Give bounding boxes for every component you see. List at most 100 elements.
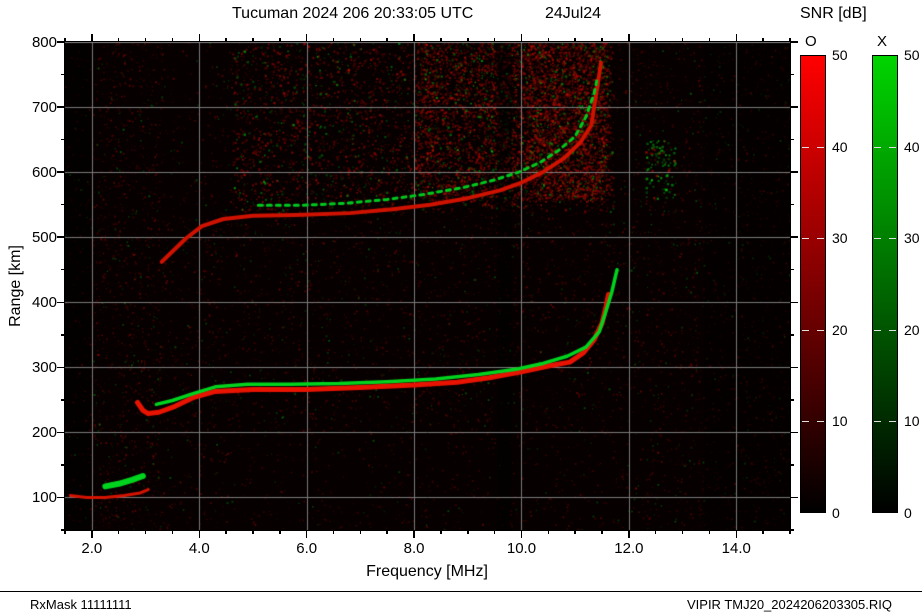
snr-colorbar-title: SNR [dB]: [800, 5, 867, 22]
x-axis-tick: [386, 530, 388, 534]
x-axis-tick: [520, 34, 523, 42]
x-axis-tick: [171, 530, 174, 534]
x-axis-tick: [64, 38, 66, 42]
data-file-label: VIPIR TMJ20_2024206203305.RIQ: [686, 597, 892, 612]
x-axis-tick: [628, 34, 630, 42]
y-tick-label: 500: [31, 229, 57, 247]
colorbar-tick-label: 0: [832, 505, 840, 521]
o-mode-label: O: [805, 33, 817, 50]
x-colorbar-gradient: [872, 55, 898, 513]
x-axis-tick: [198, 530, 200, 538]
y-axis-tick: [61, 399, 65, 401]
o-colorbar-gradient: [800, 55, 826, 513]
x-tick-label: 8.0: [403, 540, 425, 557]
y-tick-label: 700: [31, 99, 57, 117]
y-axis-tick: [790, 529, 794, 531]
x-axis-tick: [762, 530, 764, 534]
colorbar-tick-label: 40: [904, 138, 920, 155]
footer-divider: [0, 591, 922, 592]
colorbar-tick-label: 10: [832, 413, 848, 430]
x-axis-tick: [574, 530, 576, 534]
y-axis-tick: [57, 171, 65, 173]
y-tick-label: 300: [31, 359, 57, 377]
colorbar-tick-dash: [889, 329, 896, 331]
y-axis-tick: [790, 431, 798, 434]
x-axis-tick: [574, 38, 576, 42]
colorbar-tick-dash: [874, 329, 881, 331]
x-axis-tick: [359, 530, 362, 534]
x-axis-tick: [789, 38, 791, 42]
colorbar-tick-label: 20: [832, 321, 848, 338]
x-axis-tick: [386, 38, 388, 42]
x-axis-tick: [467, 530, 469, 534]
y-axis-tick: [790, 464, 794, 466]
x-axis-tick: [305, 530, 308, 538]
station-datetime-title: Tucuman 2024 206 20:33:05 UTC: [232, 5, 474, 22]
y-axis-tick: [790, 366, 798, 369]
colorbar-tick-dash: [817, 238, 824, 240]
colorbar-tick-dash: [889, 421, 896, 423]
ionogram-plot-area: [64, 41, 791, 531]
y-axis-tick: [57, 366, 65, 369]
x-tick-label: 2.0: [81, 540, 103, 557]
colorbar-tick-dash: [889, 146, 896, 148]
x-axis-tick: [493, 38, 496, 42]
x-axis-tick: [413, 34, 415, 42]
x-axis-tick: [359, 38, 362, 42]
x-axis-tick: [467, 38, 469, 42]
y-axis-tick: [790, 73, 794, 76]
y-axis-tick: [57, 106, 65, 108]
x-axis-tick: [279, 530, 281, 534]
colorbar-tick-dash: [802, 329, 809, 331]
colorbar-tick-label: 10: [904, 413, 920, 430]
y-axis-tick: [790, 334, 794, 336]
x-axis-tick: [225, 38, 227, 42]
colorbar-tick-label: 50: [904, 47, 920, 63]
y-axis-label: Range [km]: [7, 245, 24, 327]
y-tick-label: 800: [31, 34, 57, 51]
y-axis-tick: [57, 496, 65, 499]
y-axis-tick: [61, 73, 65, 76]
y-axis-tick: [790, 301, 798, 304]
x-axis-tick: [654, 38, 657, 42]
y-axis-tick: [57, 301, 65, 304]
colorbar-tick-dash: [802, 146, 809, 148]
y-tick-label: 100: [31, 489, 57, 507]
x-axis-tick: [493, 530, 496, 534]
x-axis-tick: [547, 38, 550, 42]
y-tick-label: 400: [31, 294, 57, 312]
x-tick-label: 12.0: [614, 540, 644, 557]
x-axis-tick: [332, 530, 335, 534]
x-axis-label: Frequency [MHz]: [366, 563, 488, 580]
y-axis-tick: [61, 203, 65, 206]
y-axis-tick: [790, 171, 798, 173]
y-axis-tick: [790, 41, 798, 43]
y-axis-tick: [61, 138, 65, 141]
y-axis-tick: [790, 106, 798, 108]
date-label: 24Jul24: [545, 5, 602, 22]
y-axis-tick: [57, 236, 65, 238]
y-axis-tick: [790, 399, 794, 401]
x-axis-tick: [332, 38, 335, 42]
x-axis-tick: [225, 530, 227, 534]
y-axis-tick: [790, 138, 794, 141]
colorbar-tick-label: 20: [904, 321, 920, 338]
x-axis-tick: [601, 38, 603, 42]
y-axis-tick: [57, 41, 65, 43]
y-axis-tick: [61, 334, 65, 336]
x-axis-tick: [735, 530, 738, 538]
x-axis-tick: [144, 530, 147, 534]
x-axis-tick: [735, 34, 738, 42]
y-axis-tick: [790, 268, 794, 271]
x-axis-tick: [440, 530, 442, 534]
x-tick-label: 10.0: [506, 540, 537, 557]
x-mode-label: X: [877, 33, 888, 50]
y-axis-tick: [790, 496, 798, 499]
colorbar-tick-dash: [817, 329, 824, 331]
x-axis-tick: [252, 530, 254, 534]
x-axis-tick: [547, 530, 550, 534]
colorbar-tick-dash: [817, 146, 824, 148]
x-axis-tick: [708, 530, 711, 534]
colorbar-tick-dash: [874, 238, 881, 240]
colorbar-tick-dash: [802, 421, 809, 423]
